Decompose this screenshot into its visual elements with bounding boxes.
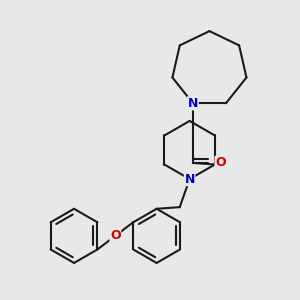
Text: O: O <box>215 156 226 170</box>
Text: N: N <box>188 97 198 110</box>
Text: O: O <box>110 230 121 242</box>
Text: N: N <box>184 172 195 186</box>
